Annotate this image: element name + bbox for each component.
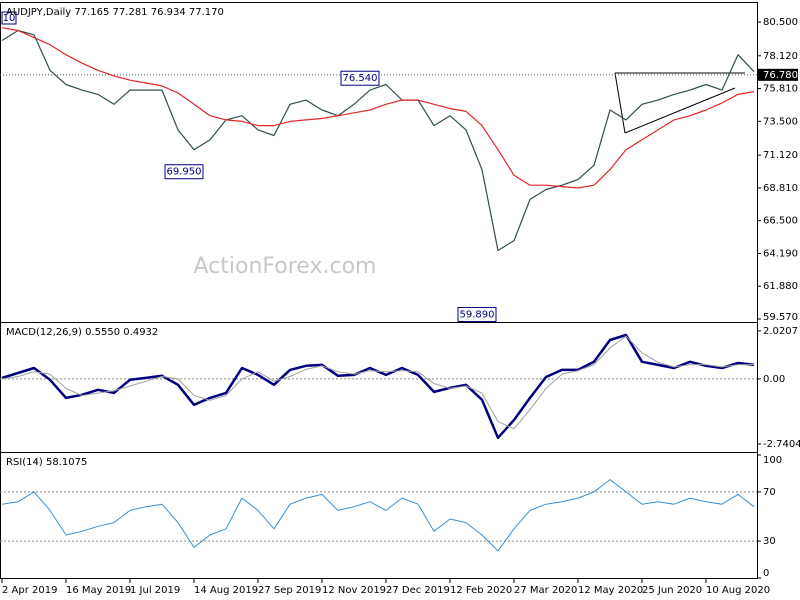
y-tick-label: 30 [763,536,776,547]
marker-box [1,11,17,25]
x-tick-label: 27 Sep 2019 [258,585,321,596]
y-tick-label: 80.500 [763,17,798,28]
y-tick-label: 2.0207 [763,326,798,337]
y-tick-label: 75.810 [763,84,798,95]
annotation-label: 59.890 [460,309,495,320]
y-tick-label: 71.120 [763,150,798,161]
x-tick-label: 27 Dec 2019 [386,585,450,596]
triangle-bottom [624,87,736,134]
x-tick-label: 10 Aug 2020 [706,585,770,596]
x-tick-label: 16 May 2019 [66,585,131,596]
y-tick-label: 64.190 [763,248,798,259]
series-line [1,29,755,252]
series-line [1,335,754,430]
panel-title: AUDJPY,Daily 77.165 77.281 76.934 77.170 [6,7,224,18]
y-tick-label: 0.00 [763,374,785,385]
x-tick-label: 12 May 2020 [578,585,643,596]
last-price-box [758,68,798,81]
annotation-box [457,306,497,322]
panel-frame [0,452,758,579]
x-tick-label: 2 Apr 2019 [2,585,57,596]
x-tick-label: 12 Nov 2019 [322,585,386,596]
series-line [1,27,755,189]
last-price-label: 76.780 [763,70,798,81]
y-tick-label: -2.7404 [763,439,800,450]
y-tick-label: 61.880 [763,281,798,292]
triangle-side [614,72,626,134]
x-tick-label: 25 Jun 2020 [642,585,702,596]
y-tick-label: 66.500 [763,216,798,227]
panel-title: RSI(14) 58.1075 [6,457,87,468]
y-tick-label: 100 [763,455,782,466]
panel-title: MACD(12,26,9) 0.5550 0.4932 [6,327,158,338]
annotation-label: 76.540 [343,73,378,84]
annotation-box [340,70,380,86]
y-tick-label: 73.500 [763,116,798,127]
y-tick-label: 68.810 [763,183,798,194]
watermark: ActionForex.com [194,254,377,279]
series-line [1,479,755,552]
x-tick-label: 27 Mar 2020 [514,585,577,596]
marker-label: 10 [3,13,16,24]
y-tick-label: 59.570 [763,312,798,323]
y-tick-label: 78.120 [763,51,798,62]
annotation-box [164,164,204,180]
x-tick-label: 12 Feb 2020 [450,585,512,596]
y-tick-label: 0 [763,568,769,579]
x-tick-label: 14 Aug 2019 [194,585,258,596]
x-tick-label: 1 Jul 2019 [130,585,180,596]
y-tick-label: 70 [763,487,776,498]
annotation-label: 69.950 [167,167,202,178]
